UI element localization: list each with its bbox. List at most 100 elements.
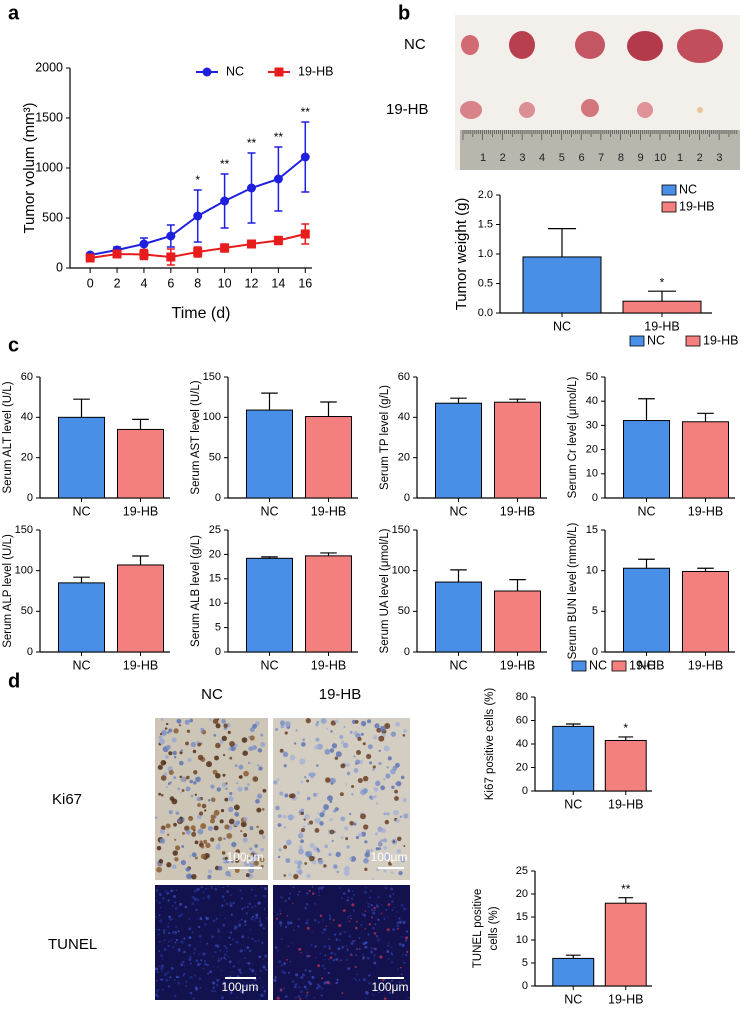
cell bbox=[277, 855, 281, 859]
y-tick-label: 25 bbox=[516, 865, 528, 877]
cell bbox=[197, 742, 202, 747]
cell bbox=[212, 986, 216, 990]
cell bbox=[238, 764, 244, 770]
cell bbox=[182, 831, 185, 835]
cell bbox=[224, 824, 230, 830]
marker bbox=[300, 152, 310, 162]
cell bbox=[353, 940, 356, 942]
ruler-label: 1 bbox=[677, 152, 683, 164]
cell bbox=[157, 934, 160, 936]
cell bbox=[304, 969, 307, 972]
cell bbox=[206, 942, 209, 945]
tumor bbox=[509, 31, 535, 59]
cell bbox=[277, 814, 282, 818]
cell bbox=[367, 719, 372, 724]
cell bbox=[316, 983, 320, 987]
cell bbox=[356, 973, 358, 976]
cell bbox=[313, 996, 316, 999]
x-tick-label: NC bbox=[637, 504, 655, 518]
cell bbox=[370, 890, 372, 892]
cell bbox=[352, 909, 356, 913]
cell bbox=[239, 971, 242, 975]
cell bbox=[279, 988, 283, 992]
cell bbox=[373, 954, 376, 957]
cell bbox=[279, 720, 285, 726]
x-tick-label: 16 bbox=[298, 276, 312, 290]
cell bbox=[172, 946, 175, 949]
cell bbox=[394, 796, 399, 801]
cell bbox=[300, 808, 305, 813]
cell bbox=[219, 949, 222, 952]
cell bbox=[205, 988, 207, 990]
cell bbox=[184, 719, 190, 725]
cell bbox=[178, 724, 181, 727]
cell bbox=[244, 923, 247, 926]
cell bbox=[166, 925, 170, 929]
cell bbox=[339, 792, 344, 797]
cell bbox=[400, 775, 405, 780]
cell bbox=[199, 840, 203, 844]
cell bbox=[239, 889, 242, 892]
cell bbox=[186, 775, 190, 780]
x-tick-label: 14 bbox=[271, 276, 285, 290]
x-tick-label: 19-HB bbox=[500, 658, 535, 672]
cell bbox=[198, 953, 200, 955]
cell bbox=[228, 960, 232, 964]
cell bbox=[295, 973, 299, 977]
cell bbox=[167, 782, 171, 785]
cell bbox=[274, 946, 278, 949]
bar bbox=[304, 555, 353, 653]
cell bbox=[241, 935, 245, 939]
cell bbox=[220, 969, 223, 972]
cell bbox=[329, 829, 335, 835]
cell bbox=[377, 842, 383, 847]
cell bbox=[335, 851, 341, 858]
cell bbox=[185, 829, 191, 835]
x-tick-label: NC bbox=[72, 504, 90, 518]
cell bbox=[397, 968, 399, 971]
cell bbox=[249, 967, 252, 971]
cell bbox=[260, 993, 263, 996]
cell bbox=[333, 952, 337, 956]
cell bbox=[406, 950, 409, 954]
cell bbox=[378, 761, 382, 766]
y-tick-label: 0 bbox=[404, 646, 410, 658]
cell bbox=[355, 762, 358, 765]
cell bbox=[339, 939, 341, 941]
cell bbox=[247, 761, 251, 765]
cell bbox=[155, 979, 159, 982]
cell bbox=[312, 772, 316, 776]
cell bbox=[300, 952, 302, 954]
cell bbox=[357, 832, 363, 838]
cell bbox=[372, 768, 375, 771]
cell bbox=[262, 788, 267, 793]
tumor bbox=[461, 35, 479, 55]
cell bbox=[403, 920, 406, 923]
cell bbox=[168, 810, 173, 815]
cell bbox=[292, 815, 295, 819]
cell bbox=[298, 845, 303, 850]
x-tick-label: NC bbox=[72, 658, 90, 672]
cell bbox=[330, 730, 333, 733]
cell bbox=[224, 917, 227, 920]
cell bbox=[402, 734, 406, 737]
cell bbox=[255, 913, 259, 917]
cell bbox=[335, 957, 339, 961]
cell bbox=[293, 985, 297, 989]
cell bbox=[321, 919, 324, 921]
cell bbox=[302, 738, 306, 742]
cell bbox=[367, 744, 373, 750]
cell bbox=[223, 899, 226, 901]
cell bbox=[325, 777, 331, 783]
cell bbox=[217, 930, 220, 933]
cell bbox=[260, 847, 264, 852]
y-tick-label: 30 bbox=[586, 419, 598, 431]
cell bbox=[317, 887, 321, 890]
cell bbox=[262, 958, 265, 961]
y-tick-label: 15 bbox=[516, 911, 528, 923]
cell bbox=[395, 818, 400, 823]
x-tick-label: 19-HB bbox=[608, 992, 643, 1006]
cell bbox=[283, 764, 287, 768]
cell bbox=[309, 842, 315, 849]
x-tick-label: 19-HB bbox=[311, 658, 346, 672]
